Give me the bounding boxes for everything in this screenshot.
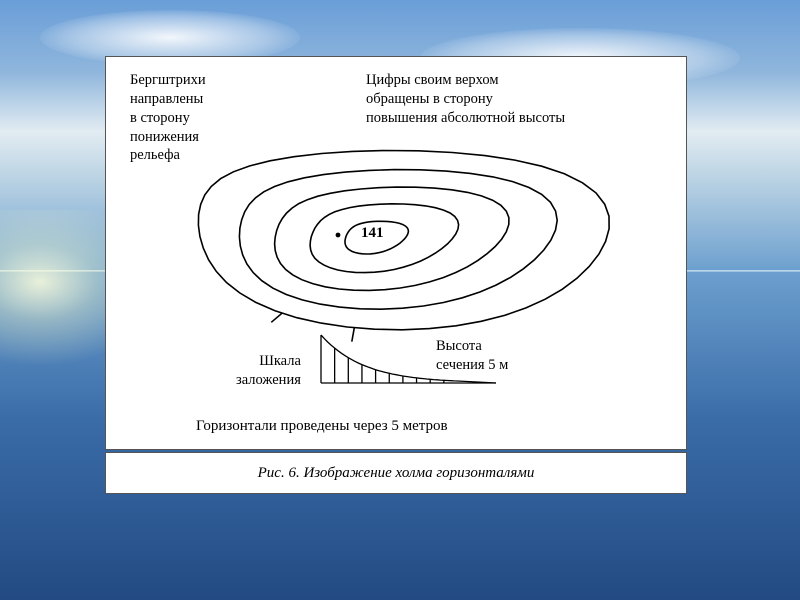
scale-decay-curve — [321, 335, 496, 383]
peak-dot — [336, 233, 341, 238]
bergstrich-tick — [352, 328, 355, 342]
contour-line — [345, 221, 408, 254]
ocean-sky-background: Бергштрихи направлены в сторону понижени… — [0, 0, 800, 600]
contour-line — [310, 204, 459, 273]
contour-line — [275, 187, 509, 290]
caption-panel: Рис. 6. Изображение холма горизонталями — [105, 452, 687, 494]
bergstrich-tick — [271, 313, 282, 322]
contour-svg — [106, 57, 686, 449]
diagram-panel: Бергштрихи направлены в сторону понижени… — [105, 56, 687, 450]
figure-caption: Рис. 6. Изображение холма горизонталями — [258, 465, 535, 482]
